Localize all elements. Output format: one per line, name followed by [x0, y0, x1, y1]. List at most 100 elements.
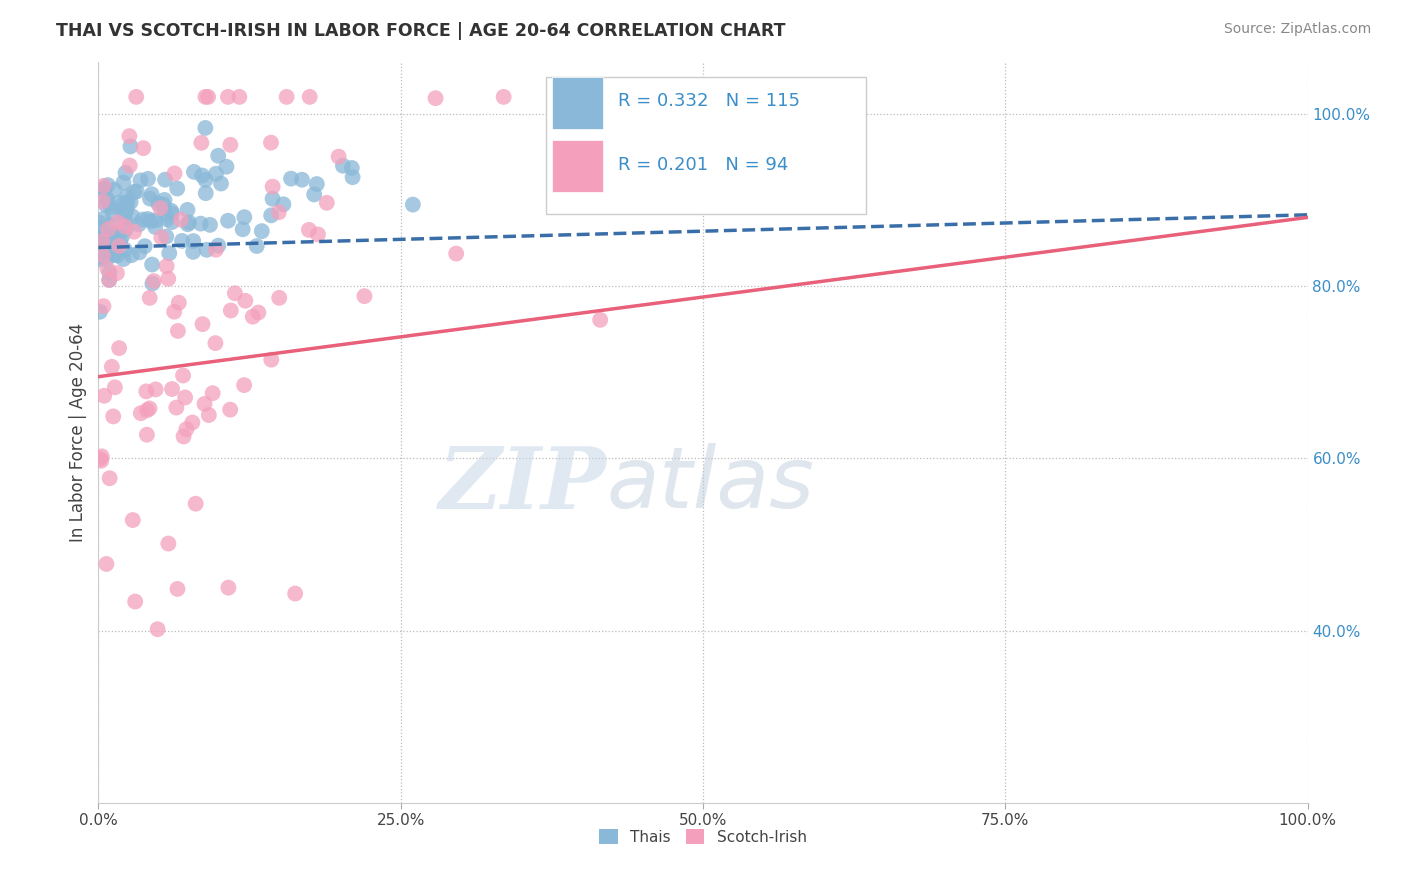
- Point: [148, 196, 170, 211]
- Point: [97, 178, 120, 193]
- Point: [269, 291, 291, 305]
- Point: [105, 248, 128, 262]
- Point: [155, 229, 177, 244]
- Point: [284, 586, 307, 600]
- Point: [101, 226, 124, 240]
- Legend: Thais, Scotch-Irish: Thais, Scotch-Irish: [593, 822, 813, 851]
- Point: [589, 313, 612, 327]
- Point: [181, 244, 204, 259]
- Text: R = 0.201   N = 94: R = 0.201 N = 94: [619, 155, 789, 174]
- Point: [138, 291, 160, 305]
- Point: [190, 136, 212, 150]
- Point: [125, 90, 148, 104]
- Point: [160, 215, 183, 229]
- Point: [157, 536, 180, 550]
- Point: [170, 212, 193, 227]
- Point: [135, 384, 157, 399]
- Point: [160, 206, 183, 220]
- Point: [134, 239, 156, 253]
- Point: [98, 266, 121, 280]
- FancyBboxPatch shape: [546, 78, 866, 214]
- Point: [90, 453, 112, 467]
- Point: [91, 249, 114, 263]
- Point: [114, 166, 136, 180]
- Point: [97, 194, 120, 209]
- Point: [141, 187, 163, 202]
- Point: [201, 386, 224, 401]
- Point: [114, 219, 136, 234]
- Point: [298, 223, 321, 237]
- Point: [160, 382, 183, 396]
- Point: [91, 194, 114, 209]
- Point: [108, 239, 131, 253]
- Point: [204, 336, 226, 351]
- Point: [191, 317, 214, 331]
- Point: [93, 181, 115, 195]
- Point: [167, 295, 190, 310]
- Text: Source: ZipAtlas.com: Source: ZipAtlas.com: [1223, 22, 1371, 37]
- Point: [103, 409, 125, 424]
- Text: R = 0.332   N = 115: R = 0.332 N = 115: [619, 92, 800, 110]
- Point: [173, 429, 195, 443]
- Point: [125, 185, 148, 199]
- Point: [260, 136, 283, 150]
- Point: [98, 273, 121, 287]
- Point: [112, 197, 135, 211]
- Point: [117, 194, 139, 209]
- Point: [492, 90, 515, 104]
- Point: [160, 203, 183, 218]
- Point: [96, 261, 118, 276]
- Point: [153, 207, 176, 221]
- Point: [183, 165, 205, 179]
- Point: [444, 246, 467, 260]
- Point: [90, 250, 112, 264]
- Point: [139, 192, 162, 206]
- Point: [246, 239, 269, 253]
- Text: THAI VS SCOTCH-IRISH IN LABOR FORCE | AGE 20-64 CORRELATION CHART: THAI VS SCOTCH-IRISH IN LABOR FORCE | AG…: [56, 22, 786, 40]
- Point: [91, 211, 114, 226]
- Point: [280, 171, 302, 186]
- Point: [145, 383, 167, 397]
- Point: [167, 324, 190, 338]
- Point: [176, 422, 198, 436]
- Point: [128, 245, 150, 260]
- Point: [177, 215, 200, 229]
- Point: [111, 229, 134, 244]
- Point: [205, 243, 228, 257]
- Point: [194, 120, 217, 135]
- Point: [163, 304, 186, 318]
- Point: [89, 304, 111, 318]
- Point: [181, 234, 204, 248]
- Point: [114, 205, 136, 219]
- Point: [112, 176, 135, 190]
- Point: [108, 341, 131, 355]
- Point: [96, 557, 118, 571]
- Point: [93, 299, 115, 313]
- Point: [305, 177, 328, 191]
- Point: [90, 234, 112, 248]
- Point: [307, 227, 329, 242]
- Point: [94, 234, 117, 248]
- Point: [194, 90, 217, 104]
- Point: [165, 401, 187, 415]
- Point: [108, 235, 131, 249]
- Point: [112, 252, 135, 266]
- Point: [97, 222, 120, 236]
- Point: [233, 378, 256, 392]
- Point: [250, 224, 273, 238]
- Point: [100, 200, 122, 214]
- Point: [262, 179, 284, 194]
- Point: [93, 238, 115, 252]
- Point: [276, 90, 298, 104]
- FancyBboxPatch shape: [551, 78, 603, 129]
- Point: [136, 403, 159, 417]
- Point: [166, 582, 188, 596]
- Point: [129, 173, 152, 187]
- Point: [145, 213, 167, 227]
- Point: [291, 172, 314, 186]
- Point: [181, 416, 204, 430]
- Point: [298, 90, 321, 104]
- Point: [170, 234, 193, 248]
- Point: [141, 277, 163, 291]
- Point: [115, 189, 138, 203]
